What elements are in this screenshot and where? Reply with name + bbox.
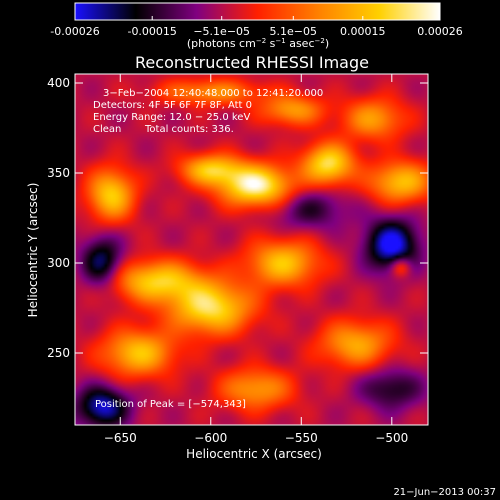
footer-date: 21−Jun−2013 00:37: [393, 487, 496, 498]
y-tick-label: 350: [47, 166, 70, 180]
annotation-peak: Position of Peak = [−574,343]: [95, 399, 246, 410]
x-tick-label: −650: [104, 431, 137, 445]
heatmap-image: [75, 74, 428, 425]
annotation-clean: Clean: [93, 124, 121, 135]
colorbar-tick-label: -0.00015: [127, 25, 176, 38]
y-tick-label: 300: [47, 256, 70, 270]
x-tick-label: −600: [194, 431, 227, 445]
annotation-detectors: Detectors: 4F 5F 6F 7F 8F, Att 0: [93, 100, 252, 111]
x-tick-label: −550: [285, 431, 318, 445]
annotation-time: 3−Feb−2004 12:40:48.000 to 12:41:20.000: [103, 88, 323, 99]
colorbar-tick-label: -0.00026: [50, 25, 99, 38]
colorbar-tick-label: −5.1e−05: [193, 25, 250, 38]
x-axis-label: Heliocentric X (arcsec): [186, 447, 322, 461]
colorbar: [74, 2, 441, 21]
plot-frame: [74, 73, 429, 426]
colorbar-tick-label: 0.00026: [417, 25, 463, 38]
colorbar-ticks: -0.00026 -0.00015 −5.1e−05 5.1e−05 0.00015 0.…: [50, 16, 463, 38]
chart-title: Reconstructed RHESSI Image: [135, 53, 369, 72]
y-axis-label: Heliocentric Y (arcsec): [26, 183, 40, 318]
colorbar-unit-label: (photons cm−2 s−1 asec−2): [187, 37, 329, 50]
colorbar-tick-label: 5.1e−05: [270, 25, 317, 38]
y-tick-label: 400: [47, 76, 70, 90]
y-tick-label: 250: [47, 346, 70, 360]
annotation-counts: Total counts: 336.: [144, 124, 234, 135]
axis-ticks: −650 −600 −550 −500 250 300 350 400: [47, 74, 428, 445]
x-tick-label: −500: [375, 431, 408, 445]
colorbar-tick-label: 0.00015: [340, 25, 386, 38]
annotation-energy: Energy Range: 12.0 − 25.0 keV: [93, 112, 250, 123]
